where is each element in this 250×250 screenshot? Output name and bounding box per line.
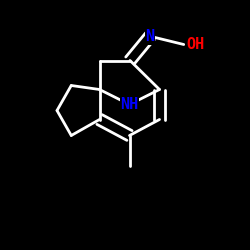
Text: N: N [146, 29, 154, 44]
Text: NH: NH [120, 97, 138, 112]
Text: OH: OH [186, 37, 204, 52]
